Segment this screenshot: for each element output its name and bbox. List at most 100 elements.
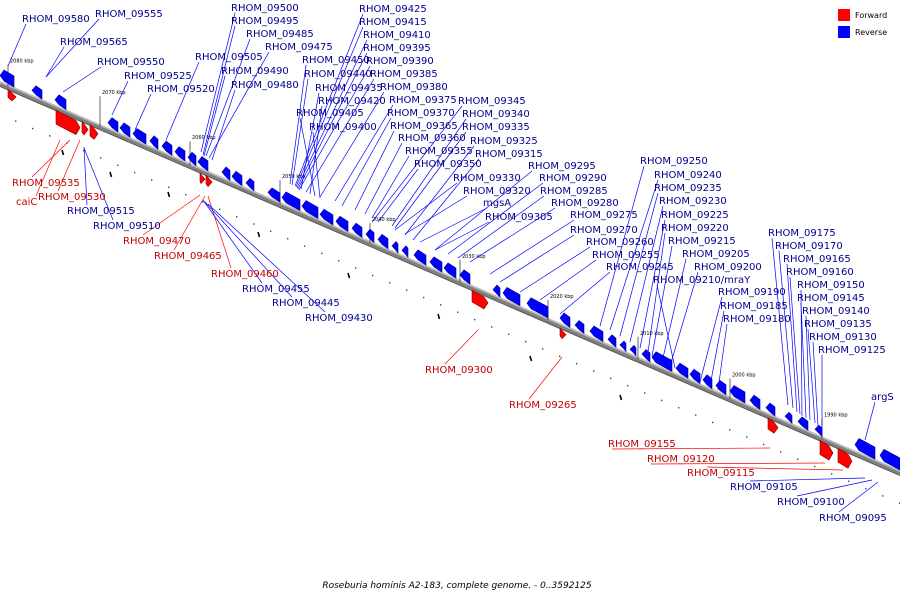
gene-label[interactable]: RHOM_09435 bbox=[315, 83, 383, 94]
gene-label[interactable]: RHOM_09490 bbox=[221, 66, 289, 77]
reverse-gene[interactable] bbox=[301, 200, 319, 219]
gene-label[interactable]: RHOM_09200 bbox=[694, 262, 762, 273]
reverse-gene[interactable] bbox=[589, 325, 604, 343]
gene-label[interactable]: caiC bbox=[16, 197, 37, 208]
reverse-gene[interactable] bbox=[729, 385, 746, 404]
gene-label[interactable]: RHOM_09315 bbox=[475, 149, 543, 160]
gene-label[interactable]: RHOM_09565 bbox=[60, 37, 128, 48]
gene-label[interactable]: RHOM_09580 bbox=[22, 14, 90, 25]
forward-gene[interactable] bbox=[559, 327, 567, 340]
reverse-gene[interactable] bbox=[459, 269, 471, 285]
reverse-gene[interactable] bbox=[629, 344, 637, 357]
gene-label[interactable]: RHOM_09185 bbox=[720, 301, 788, 312]
gene-label[interactable]: RHOM_09130 bbox=[809, 332, 877, 343]
reverse-gene[interactable] bbox=[351, 222, 363, 239]
reverse-gene[interactable] bbox=[607, 334, 617, 348]
gene-label[interactable]: RHOM_09375 bbox=[389, 95, 457, 106]
forward-gene[interactable] bbox=[767, 417, 779, 434]
gene-label[interactable]: RHOM_09190 bbox=[718, 287, 786, 298]
gene-label[interactable]: RHOM_09445 bbox=[272, 298, 340, 309]
reverse-gene[interactable] bbox=[54, 94, 67, 111]
gene-label[interactable]: RHOM_09370 bbox=[387, 108, 455, 119]
forward-gene[interactable] bbox=[837, 447, 853, 469]
reverse-gene[interactable] bbox=[149, 135, 159, 150]
gene-label[interactable]: RHOM_09475 bbox=[265, 42, 333, 53]
gene-label[interactable]: RHOM_09135 bbox=[804, 319, 872, 330]
reverse-gene[interactable] bbox=[749, 394, 761, 411]
gene-label[interactable]: RHOM_09535 bbox=[12, 178, 80, 189]
gene-label[interactable]: RHOM_09240 bbox=[654, 170, 722, 181]
gene-label[interactable]: RHOM_09470 bbox=[123, 236, 191, 247]
gene-label[interactable]: RHOM_09405 bbox=[296, 108, 364, 119]
reverse-gene[interactable] bbox=[31, 85, 43, 100]
gene-label[interactable]: RHOM_09365 bbox=[390, 121, 458, 132]
gene-label[interactable]: RHOM_09420 bbox=[318, 96, 386, 107]
gene-label[interactable]: RHOM_09505 bbox=[195, 52, 263, 63]
gene-label[interactable]: RHOM_09290 bbox=[539, 173, 607, 184]
gene-label[interactable]: RHOM_09330 bbox=[453, 173, 521, 184]
gene-label[interactable]: RHOM_09095 bbox=[819, 513, 887, 524]
reverse-gene[interactable] bbox=[502, 287, 521, 307]
gene-label[interactable]: RHOM_09155 bbox=[608, 439, 676, 450]
gene-label[interactable]: RHOM_09215 bbox=[668, 236, 736, 247]
reverse-gene[interactable] bbox=[797, 416, 809, 431]
gene-label[interactable]: RHOM_09520 bbox=[147, 84, 215, 95]
gene-label[interactable]: RHOM_09525 bbox=[124, 71, 192, 82]
reverse-gene[interactable] bbox=[281, 191, 301, 212]
gene-label[interactable]: RHOM_09100 bbox=[777, 497, 845, 508]
gene-label[interactable]: RHOM_09275 bbox=[570, 210, 638, 221]
gene-label[interactable]: RHOM_09450 bbox=[302, 55, 370, 66]
gene-label[interactable]: RHOM_09555 bbox=[95, 9, 163, 20]
reverse-gene[interactable] bbox=[574, 320, 585, 335]
reverse-gene[interactable] bbox=[107, 117, 119, 133]
reverse-gene[interactable] bbox=[675, 362, 689, 379]
gene-label[interactable]: RHOM_09500 bbox=[231, 3, 299, 14]
forward-gene[interactable] bbox=[55, 109, 81, 135]
gene-label[interactable]: RHOM_09415 bbox=[359, 17, 427, 28]
gene-label[interactable]: RHOM_09245 bbox=[606, 262, 674, 273]
gene-label[interactable]: RHOM_09550 bbox=[97, 57, 165, 68]
reverse-gene[interactable] bbox=[365, 228, 375, 244]
gene-label[interactable]: RHOM_09250 bbox=[640, 156, 708, 167]
gene-label[interactable]: RHOM_09280 bbox=[551, 198, 619, 209]
gene-label[interactable]: RHOM_09430 bbox=[305, 313, 373, 324]
reverse-gene[interactable] bbox=[526, 297, 549, 319]
reverse-gene[interactable] bbox=[267, 187, 281, 203]
gene-label[interactable]: RHOM_09495 bbox=[231, 16, 299, 27]
gene-label[interactable]: RHOM_09115 bbox=[687, 468, 755, 479]
gene-label[interactable]: RHOM_09340 bbox=[462, 109, 530, 120]
gene-label[interactable]: RHOM_09530 bbox=[38, 192, 106, 203]
reverse-gene[interactable] bbox=[641, 349, 651, 363]
gene-label[interactable]: argS bbox=[871, 392, 894, 403]
gene-label[interactable]: RHOM_09360 bbox=[398, 133, 466, 144]
gene-label[interactable]: RHOM_09465 bbox=[154, 251, 222, 262]
reverse-gene[interactable] bbox=[765, 402, 776, 417]
gene-label[interactable]: RHOM_09295 bbox=[528, 161, 596, 172]
forward-gene[interactable] bbox=[199, 172, 206, 185]
gene-label[interactable]: RHOM_09210/mraY bbox=[653, 275, 751, 286]
gene-label[interactable]: RHOM_09145 bbox=[797, 293, 865, 304]
reverse-gene[interactable] bbox=[702, 374, 713, 390]
reverse-gene[interactable] bbox=[187, 151, 197, 167]
gene-label[interactable]: RHOM_09325 bbox=[470, 136, 538, 147]
reverse-gene[interactable] bbox=[854, 438, 876, 460]
gene-label[interactable]: RHOM_09270 bbox=[570, 225, 638, 236]
gene-label[interactable]: RHOM_09205 bbox=[682, 249, 750, 260]
gene-label[interactable]: RHOM_09385 bbox=[370, 69, 438, 80]
gene-label[interactable]: RHOM_09350 bbox=[414, 159, 482, 170]
gene-label[interactable]: RHOM_09400 bbox=[309, 122, 377, 133]
reverse-gene[interactable] bbox=[619, 340, 627, 353]
gene-label[interactable]: RHOM_09320 bbox=[463, 186, 531, 197]
gene-label[interactable]: RHOM_09300 bbox=[425, 365, 493, 376]
reverse-gene[interactable] bbox=[197, 156, 209, 172]
forward-gene[interactable] bbox=[819, 439, 834, 461]
gene-label[interactable]: RHOM_09485 bbox=[246, 29, 314, 40]
forward-gene[interactable] bbox=[89, 124, 99, 140]
gene-label[interactable]: RHOM_09170 bbox=[775, 241, 843, 252]
reverse-gene[interactable] bbox=[492, 284, 501, 298]
gene-label[interactable]: RHOM_09460 bbox=[211, 269, 279, 280]
gene-label[interactable]: RHOM_09165 bbox=[783, 254, 851, 265]
gene-label[interactable]: RHOM_09345 bbox=[458, 96, 526, 107]
gene-label[interactable]: RHOM_09160 bbox=[786, 267, 854, 278]
gene-label[interactable]: RHOM_09515 bbox=[67, 206, 135, 217]
